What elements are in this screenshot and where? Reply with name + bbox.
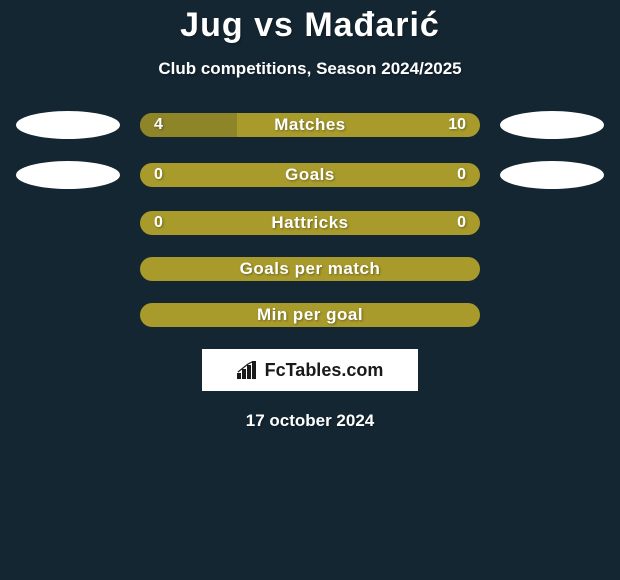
fctables-logo: FcTables.com [202,349,418,391]
stat-row: 0 Goals 0 [0,161,620,189]
stat-bar: Min per goal [140,303,480,327]
stat-value-right: 10 [448,116,466,134]
stat-bar: 0 Hattricks 0 [140,211,480,235]
stat-bar: 4 Matches 10 [140,113,480,137]
player-right-oval [500,161,604,189]
player-left-oval [16,111,120,139]
stat-label: Hattricks [271,213,348,233]
stat-row: 0 Hattricks 0 [0,211,620,235]
player-left-oval [16,161,120,189]
stat-row: Goals per match [0,257,620,281]
logo-text: FcTables.com [265,360,384,381]
comparison-title: Jug vs Mađarić [0,6,620,45]
stat-row: 4 Matches 10 [0,111,620,139]
stat-bar: 0 Goals 0 [140,163,480,187]
stat-label: Min per goal [257,305,363,325]
player-right-oval [500,111,604,139]
stat-value-left: 0 [154,166,163,184]
stat-label: Matches [274,115,346,135]
stat-value-right: 0 [457,166,466,184]
stat-value-right: 0 [457,214,466,232]
stat-value-left: 0 [154,214,163,232]
snapshot-date: 17 october 2024 [0,411,620,431]
stat-row: Min per goal [0,303,620,327]
bar-chart-icon [237,361,259,379]
stat-bar: Goals per match [140,257,480,281]
stat-value-left: 4 [154,116,163,134]
stat-label: Goals [285,165,335,185]
stat-label: Goals per match [240,259,381,279]
comparison-subtitle: Club competitions, Season 2024/2025 [0,59,620,79]
